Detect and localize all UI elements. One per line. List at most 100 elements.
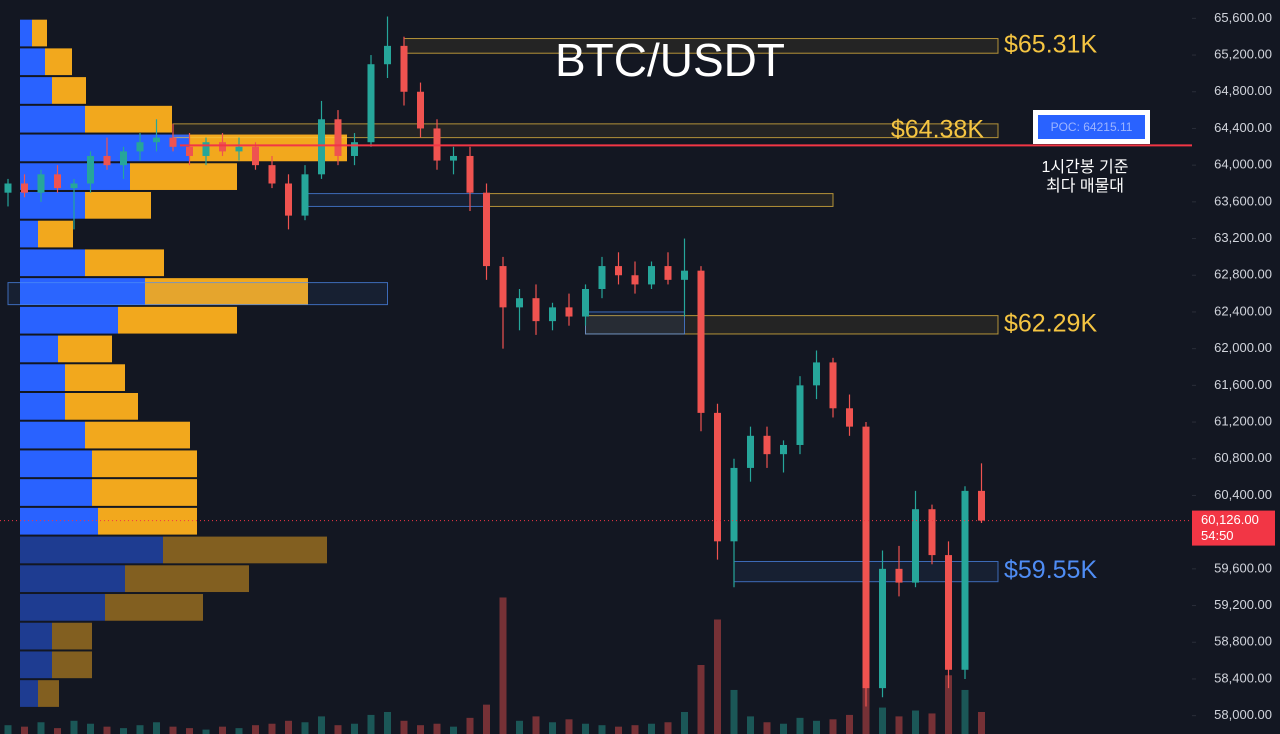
y-tick-label: 65,200.00: [1214, 46, 1272, 61]
poc-box-inner: [1038, 115, 1145, 139]
y-tick-label: 58,400.00: [1214, 670, 1272, 685]
candle-body: [648, 266, 655, 285]
candle-body: [961, 490, 969, 670]
volume-bar: [565, 719, 573, 734]
volume-bar: [268, 723, 276, 734]
volume-bar: [945, 675, 952, 734]
zone: [172, 123, 999, 139]
y-tick-label: 63,200.00: [1214, 230, 1272, 245]
candle-body: [186, 146, 193, 156]
y-tick-label: 62,800.00: [1214, 267, 1272, 282]
candle-body: [153, 137, 160, 143]
candle-body: [37, 174, 45, 193]
candle-body: [780, 444, 787, 455]
volume-bar: [54, 728, 61, 734]
volume-bar: [202, 729, 210, 734]
profile-buy: [20, 364, 65, 392]
volume-bar: [648, 723, 655, 734]
profile-sell: [125, 565, 249, 593]
candle-body: [169, 137, 177, 147]
zones: $65.31K $64.38K $62.29K $59.55K: [7, 30, 1097, 584]
candle-body: [235, 146, 243, 152]
profile-sell: [130, 163, 237, 190]
volume-bar: [235, 728, 243, 734]
countdown-label: 54:50: [1201, 528, 1234, 543]
candle-body: [714, 412, 721, 542]
candle-body: [813, 362, 820, 386]
candle-body: [681, 270, 688, 280]
volume-bar: [961, 689, 969, 734]
candle-body: [103, 155, 111, 166]
candle-body: [252, 146, 259, 166]
candle-body: [912, 509, 919, 583]
profile-sell: [52, 651, 92, 679]
candle-body: [945, 555, 952, 670]
candle-body: [549, 307, 556, 322]
y-tick-label: 65,600.00: [1214, 10, 1272, 25]
volume-bar: [351, 723, 358, 734]
candle-body: [367, 64, 375, 143]
zone-label: $64.38K: [891, 115, 984, 143]
y-tick-label: 58,800.00: [1214, 634, 1272, 649]
candle-body: [582, 289, 589, 317]
profile-buy: [20, 220, 38, 248]
profile-sell: [45, 48, 72, 76]
profile-sell: [98, 507, 197, 535]
volume-bar: [87, 723, 94, 734]
volume-bar: [384, 711, 391, 734]
candle-body: [400, 45, 408, 92]
volume-bar: [186, 728, 193, 734]
y-tick-label: 58,000.00: [1214, 707, 1272, 722]
volume-bar: [631, 725, 639, 734]
volume-bar: [70, 720, 78, 734]
candle-body: [565, 307, 573, 317]
candle-body: [70, 183, 78, 189]
volume-bar: [499, 597, 507, 734]
volume-bar: [829, 719, 837, 734]
zone: [7, 282, 388, 306]
candle-body: [730, 467, 738, 542]
candle-body: [301, 174, 309, 216]
poc-note: 최다 매물대: [1046, 177, 1124, 195]
candle-body: [351, 142, 358, 156]
profile-sell: [85, 421, 190, 449]
candle-body: [136, 142, 144, 152]
zone: [486, 193, 834, 207]
volume-bar: [433, 723, 441, 734]
candle-body: [318, 119, 325, 175]
volume-bar: [285, 720, 292, 734]
candle-body: [631, 275, 639, 285]
profile-buy: [20, 191, 85, 219]
profile-buy: [20, 421, 85, 449]
profile-buy: [20, 450, 92, 478]
profile-buy: [20, 536, 163, 564]
profile-buy: [20, 19, 32, 47]
volume-bar: [598, 725, 606, 734]
candle-body: [466, 155, 474, 193]
candle-body: [384, 45, 391, 65]
volume-bar: [697, 665, 705, 734]
volume-bar: [417, 725, 424, 734]
candle-body: [268, 165, 276, 184]
volume-bar: [450, 726, 457, 734]
profile-sell: [32, 19, 47, 47]
volume-bar: [582, 723, 589, 734]
candle-body: [846, 408, 853, 427]
y-tick-label: 59,600.00: [1214, 560, 1272, 575]
profile-sell: [58, 335, 112, 363]
candle-body: [532, 298, 540, 322]
profile-buy: [20, 306, 118, 334]
profile-sell: [52, 77, 86, 104]
poc-note: 1시간봉 기준: [1042, 158, 1129, 176]
volume-bar: [219, 726, 226, 734]
candle-body: [747, 435, 754, 468]
profile-buy: [20, 335, 58, 363]
volume-bar: [549, 722, 556, 734]
profile-buy: [20, 48, 45, 76]
y-tick-label: 59,200.00: [1214, 597, 1272, 612]
profile-buy: [20, 77, 52, 104]
volume-bar: [37, 722, 45, 734]
volume-bar: [714, 619, 721, 734]
profile-sell: [92, 479, 197, 506]
y-tick-label: 64,800.00: [1214, 83, 1272, 98]
